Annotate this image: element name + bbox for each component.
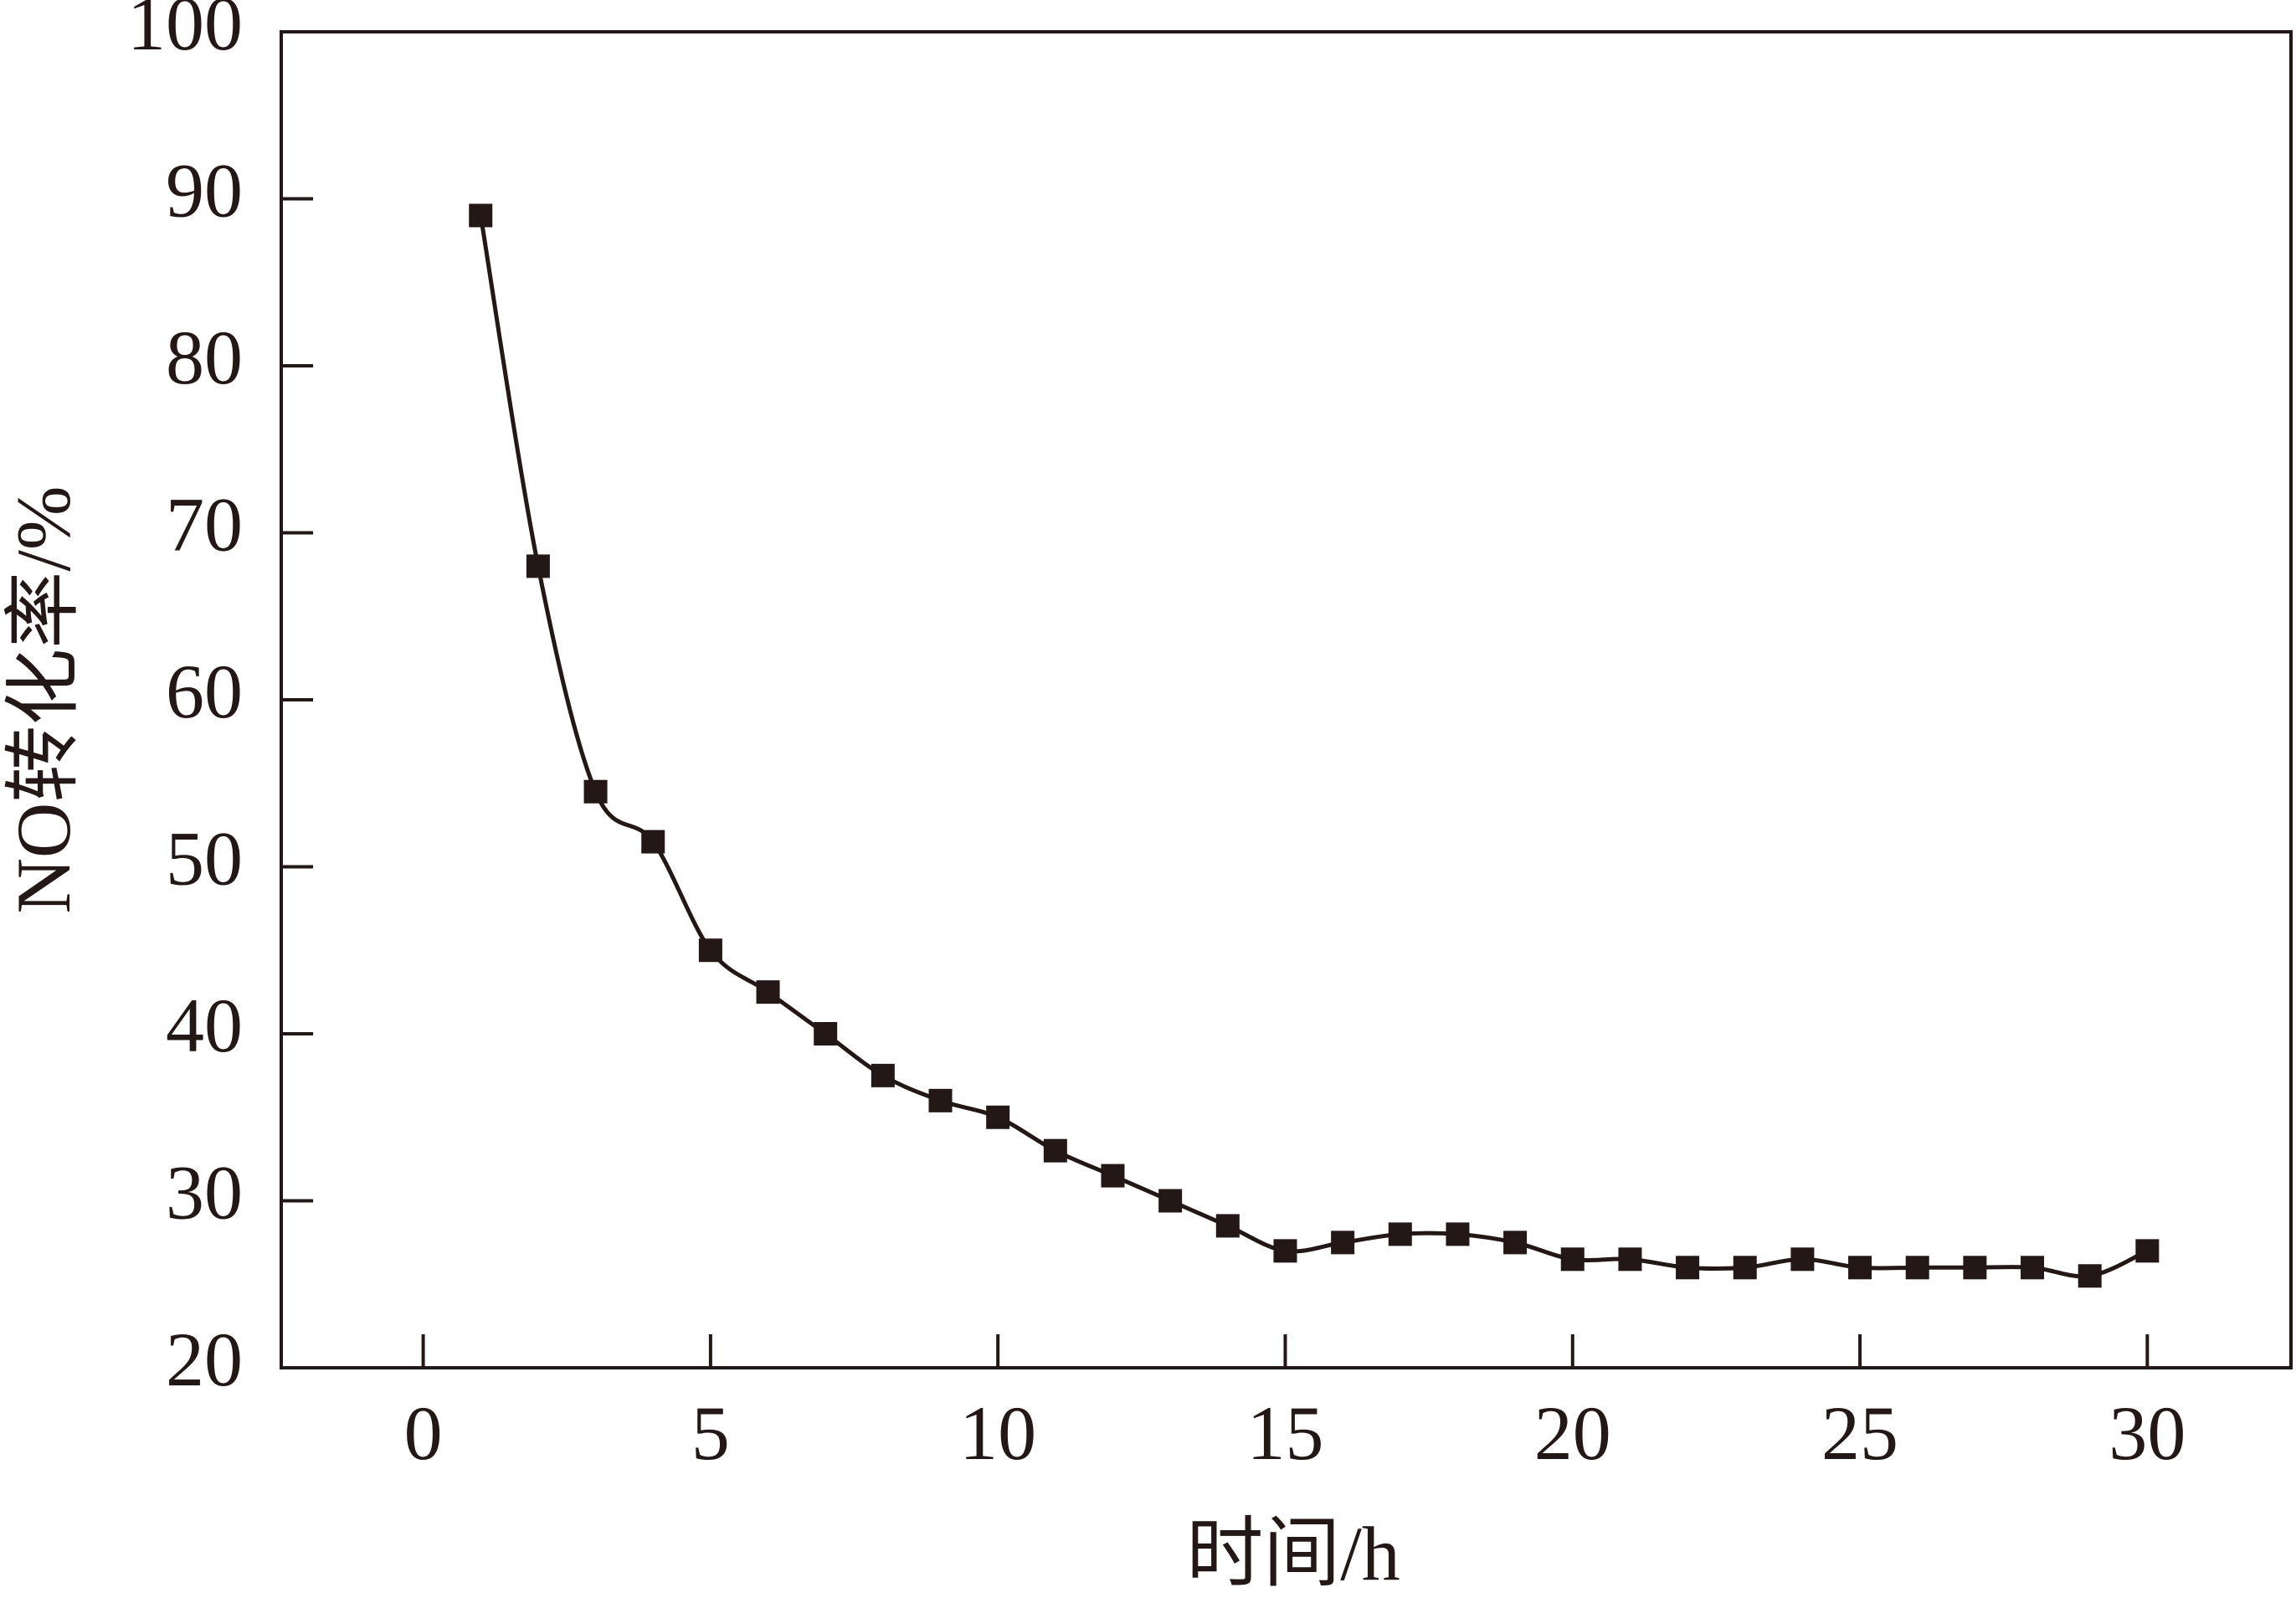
marker: [928, 1088, 953, 1112]
marker: [2135, 1239, 2160, 1263]
marker: [1215, 1214, 1240, 1238]
plot-frame: [280, 30, 2293, 1369]
y-tick-label: 20: [166, 1317, 243, 1402]
marker: [1101, 1164, 1125, 1188]
marker: [871, 1063, 895, 1087]
marker: [1503, 1231, 1528, 1255]
marker: [526, 554, 550, 578]
x-tick-label: 10: [959, 1390, 1036, 1476]
marker: [2078, 1264, 2102, 1288]
marker: [1848, 1256, 1872, 1280]
x-tick-label: 30: [2109, 1390, 2186, 1476]
marker: [469, 203, 493, 228]
marker: [1388, 1222, 1412, 1246]
marker: [1043, 1138, 1067, 1163]
marker: [986, 1105, 1010, 1129]
line: [478, 215, 2149, 1279]
x-tick-label: 25: [1821, 1390, 1898, 1476]
y-tick-label: 70: [166, 482, 243, 568]
x-tick-label: 20: [1534, 1390, 1611, 1476]
marker: [2021, 1256, 2045, 1280]
y-tick-label: 40: [166, 983, 243, 1068]
y-tick-label: 30: [166, 1150, 243, 1236]
x-tick-label: 0: [404, 1390, 443, 1476]
marker: [698, 938, 722, 963]
marker: [1560, 1247, 1585, 1272]
marker: [641, 830, 665, 854]
marker: [1733, 1256, 1757, 1280]
marker: [1676, 1256, 1700, 1280]
y-tick-label: 90: [166, 148, 243, 234]
marker: [583, 779, 608, 804]
marker: [756, 980, 780, 1004]
marker: [1446, 1222, 1470, 1246]
x-axis-label: 时间/h: [1186, 1511, 1400, 1596]
y-axis-label: NO转化率/%: [1, 486, 86, 913]
marker: [814, 1022, 838, 1046]
y-tick-label: 50: [166, 816, 243, 902]
y-tick-label: 80: [166, 315, 243, 400]
marker: [1331, 1231, 1355, 1255]
x-tick-label: 5: [691, 1390, 730, 1476]
marker: [1273, 1239, 1297, 1263]
marker: [1618, 1247, 1642, 1272]
marker: [1790, 1247, 1815, 1272]
marker: [1963, 1256, 1987, 1280]
marker: [1158, 1189, 1183, 1213]
y-tick-label: 60: [166, 649, 243, 734]
y-tick-label: 100: [127, 0, 243, 66]
marker: [1905, 1256, 1929, 1280]
x-tick-label: 15: [1246, 1390, 1323, 1476]
